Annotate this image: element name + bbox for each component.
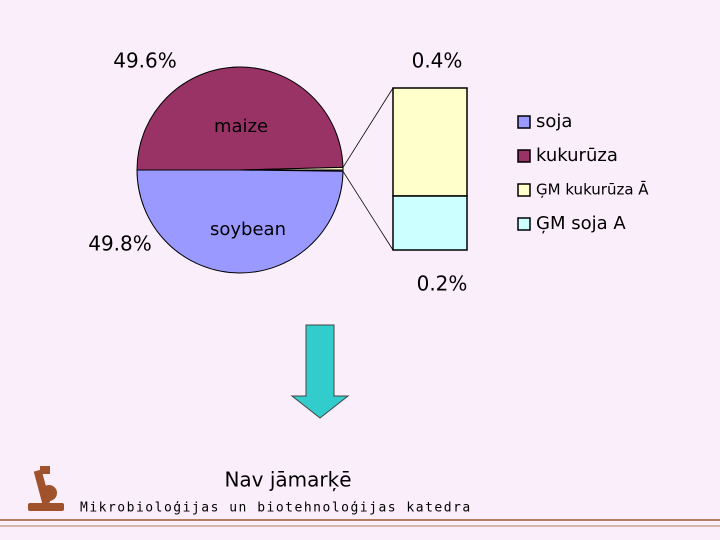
legend-label: soja bbox=[536, 111, 572, 132]
legend-swatch bbox=[517, 115, 531, 129]
pie-slice bbox=[136, 169, 344, 274]
legend-label: ĢM soja A bbox=[536, 213, 626, 234]
microscope-icon bbox=[28, 466, 64, 511]
bar-segment bbox=[392, 87, 468, 197]
value-label: 49.6% bbox=[113, 49, 177, 73]
legend-swatch bbox=[517, 149, 531, 163]
connector bbox=[342, 87, 394, 168]
arrow-caption: Nav jāmarķē bbox=[224, 468, 351, 492]
annotation: soybean bbox=[210, 219, 286, 240]
annotation: maize bbox=[214, 116, 268, 137]
legend-swatch bbox=[517, 183, 531, 197]
legend-swatch bbox=[517, 217, 531, 231]
legend-label: kukurūza bbox=[536, 145, 618, 166]
legend-label: ĢM kukurūza Ā bbox=[536, 181, 649, 199]
value-label: 0.2% bbox=[417, 272, 468, 296]
footer: Mikrobioloģijas un biotehnoloģijas kated… bbox=[80, 501, 472, 516]
value-label: 49.8% bbox=[88, 232, 152, 256]
down-arrow bbox=[290, 324, 350, 419]
value-label: 0.4% bbox=[412, 49, 463, 73]
connector bbox=[342, 171, 394, 251]
pie-slice bbox=[136, 66, 344, 171]
bar-segment bbox=[392, 195, 468, 251]
